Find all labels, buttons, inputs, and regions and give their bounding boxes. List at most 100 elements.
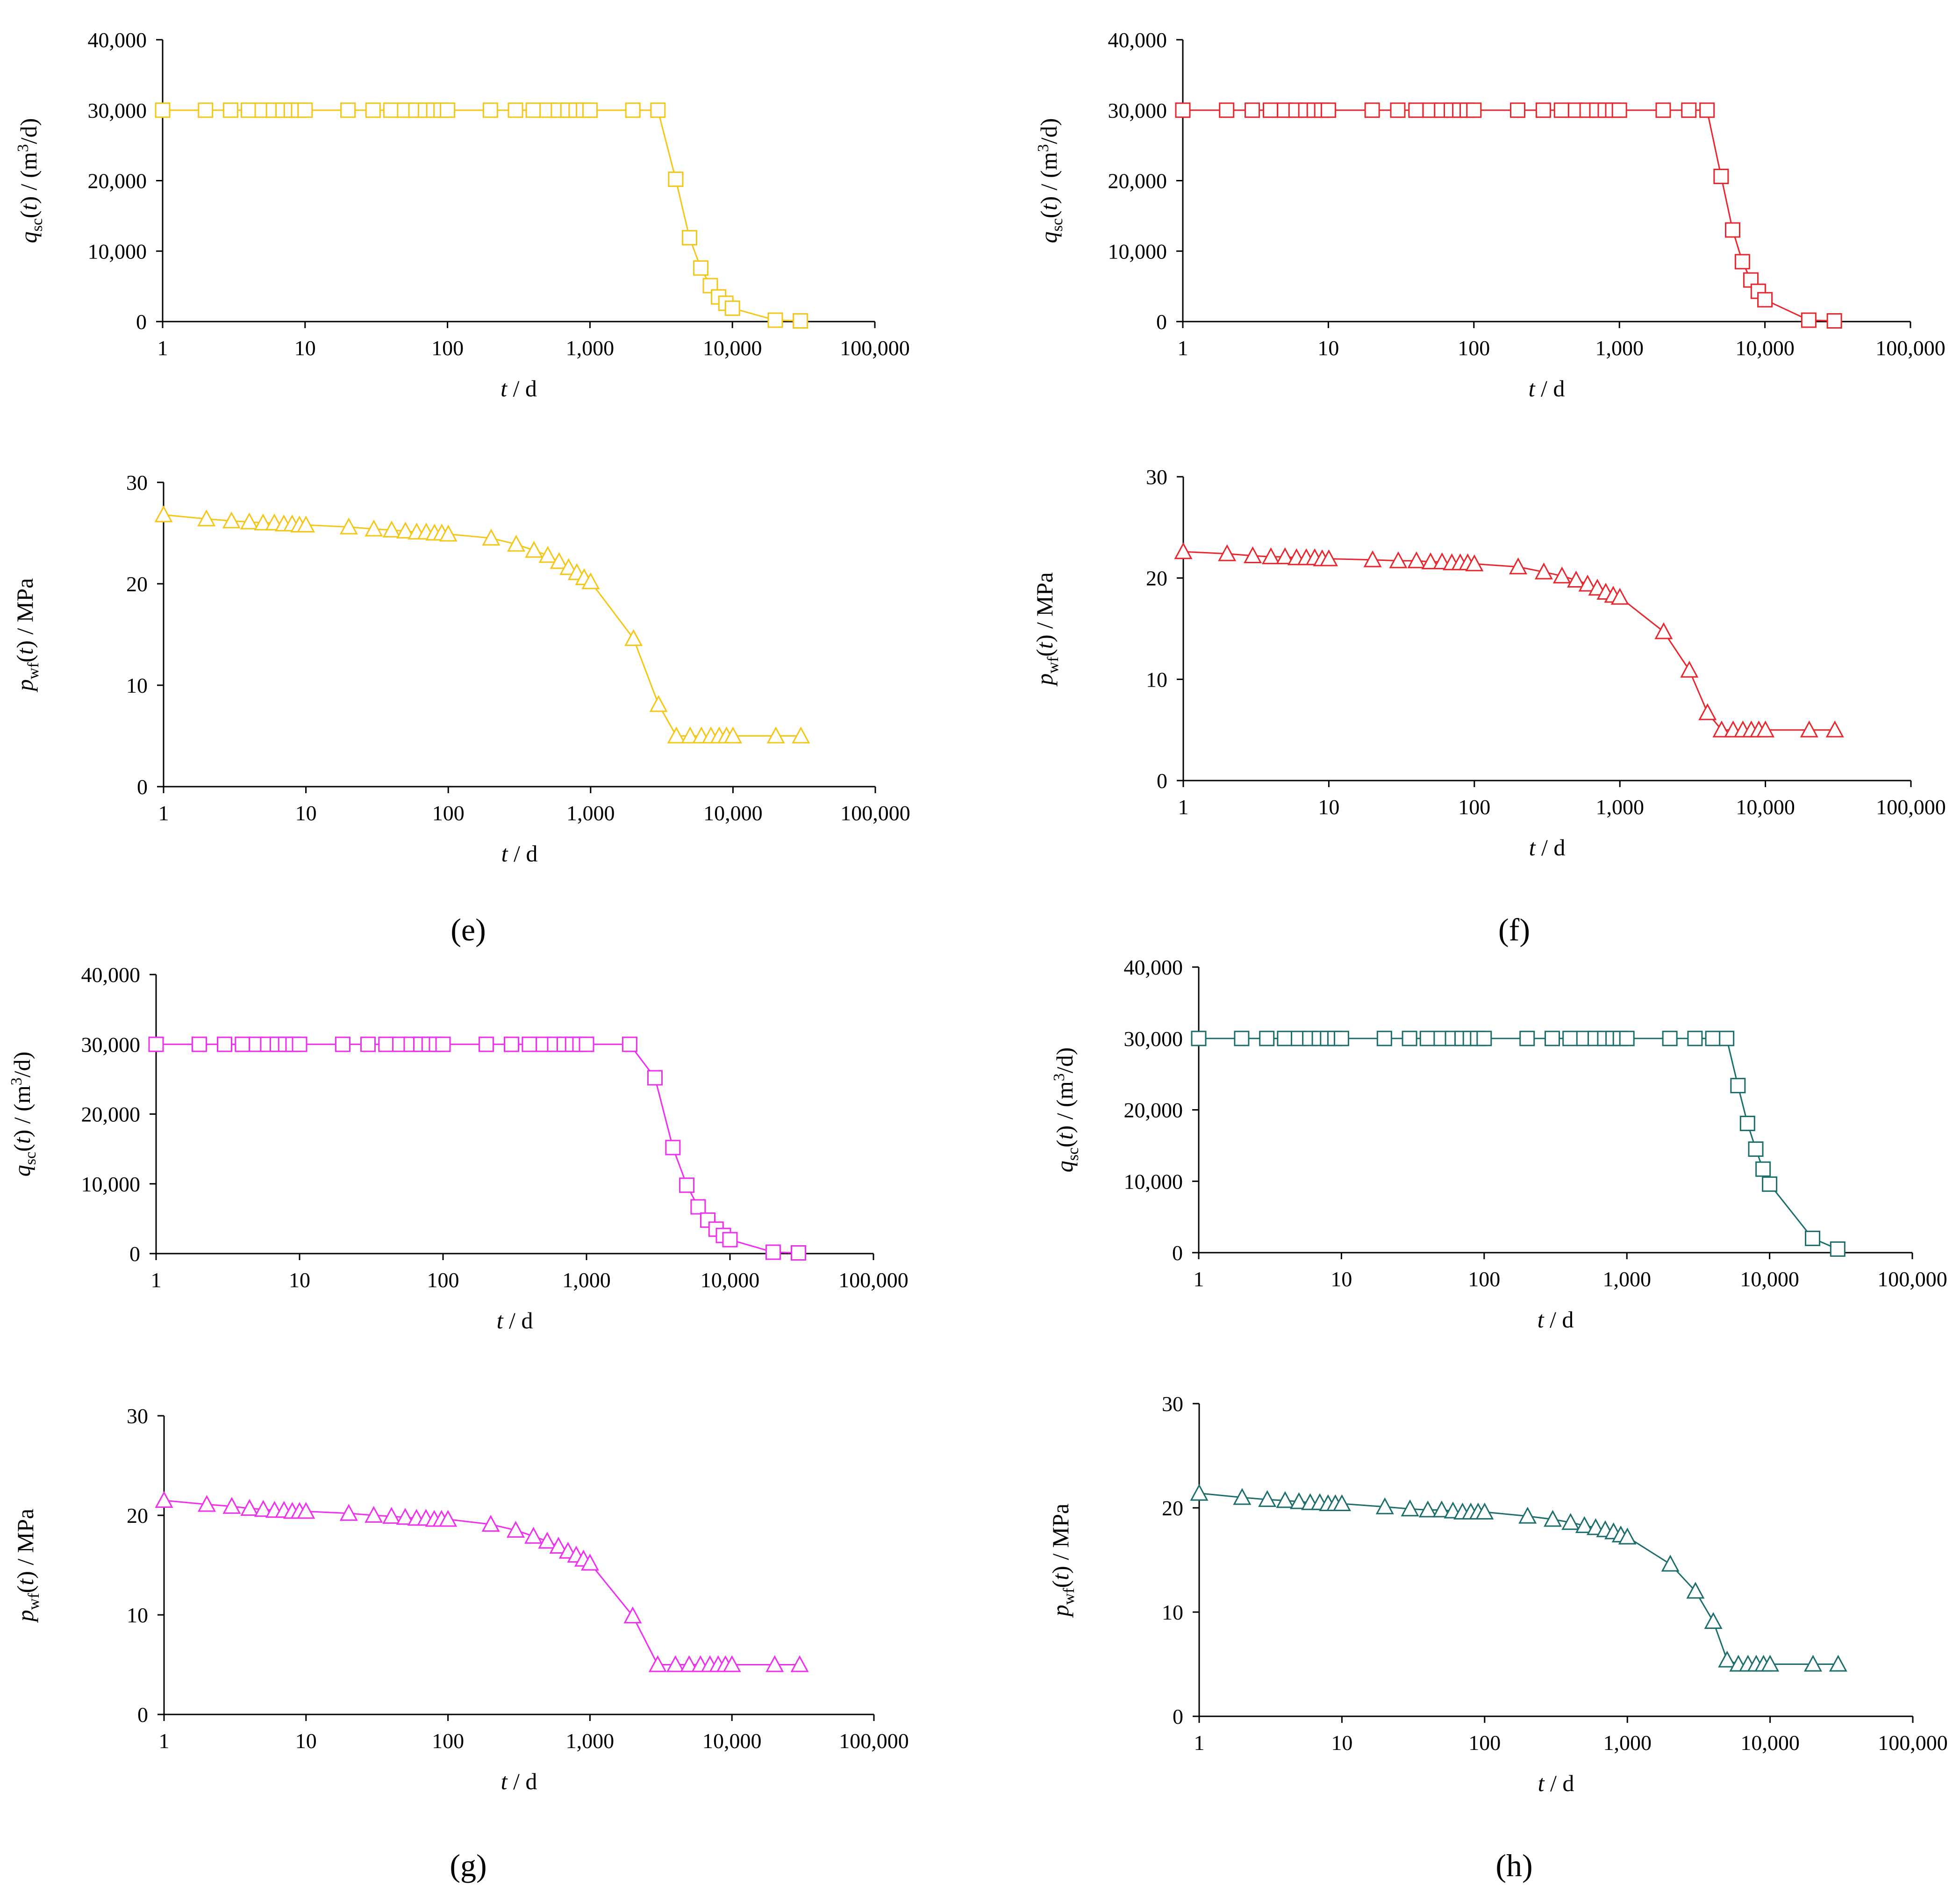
y-tick-label: 0 <box>137 775 148 799</box>
data-point-square <box>503 1036 519 1052</box>
y-tick-label: 0 <box>137 1703 148 1727</box>
data-point-square <box>690 1199 706 1215</box>
y-axis-title-part: 3 <box>8 1077 25 1085</box>
data-point-triangle <box>1319 549 1338 566</box>
y-tick-label: 40,000 <box>88 28 147 52</box>
data-point-triangle <box>240 512 258 530</box>
y-tick-label: 10,000 <box>1108 239 1167 263</box>
data-point-square <box>478 1036 494 1052</box>
x-tick-label: 100 <box>427 1268 459 1292</box>
y-axis-title-part: ( <box>1031 649 1058 657</box>
data-point-triangle <box>1712 720 1731 738</box>
data-point-square <box>1719 1031 1735 1047</box>
y-tick-label: 10 <box>1162 1600 1183 1624</box>
data-point-triangle <box>538 546 557 563</box>
y-axis-title-part: q <box>9 1165 35 1176</box>
y-axis-title-part: 3 <box>1035 144 1052 152</box>
data-point-square <box>241 102 257 118</box>
data-point-square <box>198 102 214 118</box>
data-point-triangle <box>1661 1555 1680 1572</box>
y-axis-title-part: 3 <box>1051 1073 1068 1081</box>
data-point-triangle <box>382 1506 401 1524</box>
data-point-triangle <box>1418 1500 1437 1518</box>
x-tick-label: 1,000 <box>566 801 615 825</box>
data-point-triangle <box>396 522 415 539</box>
data-point-square <box>668 171 684 187</box>
y-axis-title-part: /d) <box>9 1052 35 1078</box>
data-point-triangle <box>1578 574 1597 592</box>
x-tick-label: 1,000 <box>1602 1267 1651 1291</box>
data-point-square <box>1277 1031 1293 1047</box>
data-point-square <box>1408 102 1424 118</box>
data-point-square <box>1535 102 1551 118</box>
x-axis-title-part: / d <box>503 1307 533 1334</box>
data-point-triangle <box>723 726 742 744</box>
y-tick-label: 30,000 <box>88 99 147 122</box>
data-point-square <box>378 1036 394 1052</box>
y-axis-title-part: ( <box>12 1585 38 1593</box>
data-point-square <box>793 313 808 329</box>
chart-e-pressure: 1 10 100 1,000 10,000 100,000 0 10 20 30 t / d pwf(… <box>12 471 910 867</box>
data-point-triangle <box>1190 1484 1209 1501</box>
y-tick-label: 0 <box>1172 1241 1183 1265</box>
data-point-square <box>1662 1031 1678 1047</box>
data-point-triangle <box>580 1554 599 1571</box>
y-axis-title: qsc(t) / (m3/d) <box>1051 1047 1082 1173</box>
y-tick-label: 30 <box>1162 1392 1183 1416</box>
data-point-square <box>1801 312 1817 328</box>
data-point-square <box>525 102 541 118</box>
data-point-square <box>665 1140 681 1155</box>
data-point-triangle <box>197 509 216 527</box>
x-axis-title: t / d <box>497 1307 533 1334</box>
data-point-triangle <box>339 517 358 535</box>
data-point-square <box>1262 102 1278 118</box>
y-axis-title-part: 3 <box>14 144 32 152</box>
x-tick-label: 10,000 <box>701 1268 760 1292</box>
data-point-square <box>222 102 238 118</box>
chart-h-pressure: 1 10 100 1,000 10,000 100,000 0 10 20 30 t / d pwf(… <box>1047 1392 1948 1796</box>
data-point-square <box>1748 1141 1764 1157</box>
x-tick-label: 1,000 <box>566 336 615 360</box>
y-axis-title-part: /d) <box>15 118 42 144</box>
data-point-triangle <box>1803 1655 1823 1672</box>
data-point-square <box>693 260 709 276</box>
data-point-triangle <box>222 511 241 529</box>
data-point-triangle <box>1244 546 1262 563</box>
y-tick-label: 0 <box>1173 1705 1183 1728</box>
data-point-square <box>1320 102 1336 118</box>
data-point-square <box>767 312 783 328</box>
data-point-triangle <box>1432 1500 1451 1518</box>
x-axis-title: t / d <box>1538 1770 1574 1796</box>
data-point-square <box>1739 1116 1755 1132</box>
data-point-square <box>1830 1241 1846 1257</box>
data-point-square <box>216 1036 232 1052</box>
data-point-triangle <box>339 1504 358 1521</box>
data-point-square <box>1476 1031 1492 1047</box>
x-axis-title-part: / d <box>1536 834 1566 860</box>
data-point-triangle <box>1567 570 1586 588</box>
data-point-square <box>579 1036 594 1052</box>
y-tick-label: 10 <box>127 1603 148 1627</box>
x-tick-label: 1 <box>1194 1267 1204 1291</box>
x-tick-label: 1,000 <box>1595 795 1644 819</box>
data-point-square <box>790 1245 806 1261</box>
x-tick-label: 100 <box>432 1729 464 1753</box>
data-point-triangle <box>525 541 544 558</box>
x-tick-label: 1,000 <box>1595 336 1644 360</box>
y-axis-title-part: t <box>15 203 42 210</box>
data-point-square <box>1611 102 1627 118</box>
x-axis-title-part: t <box>501 840 508 867</box>
y-tick-label: 30,000 <box>1108 99 1167 122</box>
data-point-triangle <box>222 1497 241 1514</box>
data-point-square <box>1402 1031 1417 1047</box>
data-point-square <box>435 1036 451 1052</box>
panel-label-f: (f) <box>1498 912 1530 947</box>
x-tick-label: 10,000 <box>703 336 762 360</box>
data-point-triangle <box>1218 544 1237 561</box>
data-point-square <box>1725 222 1741 238</box>
data-point-square <box>482 102 498 118</box>
data-point-square <box>1419 1031 1435 1047</box>
data-point-triangle <box>365 1506 383 1523</box>
series-line <box>1199 1492 1838 1665</box>
data-point-square <box>722 1232 738 1248</box>
